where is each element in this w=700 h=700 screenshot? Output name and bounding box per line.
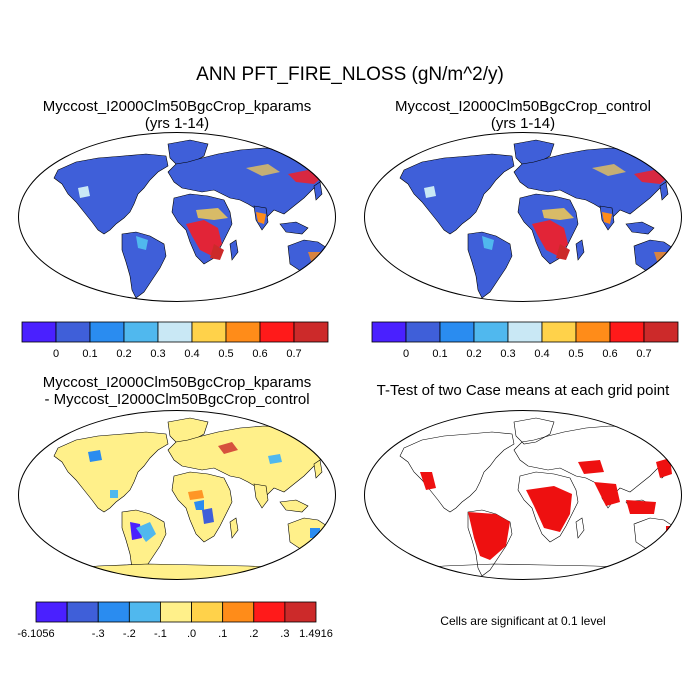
colorbar-swatch: [284, 601, 317, 623]
colorbar-swatch: [89, 321, 125, 343]
map-border: [364, 132, 682, 302]
colorbar-label: 0.4: [534, 348, 549, 360]
colorbar-swatch: [371, 321, 407, 343]
colorbar-label: .1: [218, 628, 227, 640]
antarctica-difference: [37, 563, 319, 580]
panel-title-line: (yrs 1-14): [144, 115, 210, 132]
map-kparams: [18, 132, 336, 302]
colorbar-end-label: 1.4916: [299, 628, 333, 640]
colorbar-label: 0.2: [116, 348, 131, 360]
ocean-area: [364, 410, 682, 580]
colorbar-label: 0: [403, 348, 409, 360]
significance-note: Cells are significant at 0.1 level: [440, 614, 606, 628]
colorbar-label: 0.6: [252, 348, 267, 360]
map-ttest: [364, 410, 682, 580]
colorbar-label: 0.3: [150, 348, 165, 360]
panel-title-difference: Myccost_I2000Clm50BgcCrop_kparams - Mycc…: [18, 374, 336, 408]
colorbar-swatch: [55, 321, 91, 343]
map-border: [18, 410, 336, 580]
colorbar-swatch: [259, 321, 295, 343]
colorbar-label: 0.6: [602, 348, 617, 360]
map-border: [364, 410, 682, 580]
colorbar-swatch: [439, 321, 475, 343]
colorbar-label: .0: [187, 628, 196, 640]
colorbar-swatch: [157, 321, 193, 343]
colorbar-label: 0.5: [568, 348, 583, 360]
colorbar-swatch: [97, 601, 130, 623]
colorbar-swatch: [123, 321, 159, 343]
panel-title-line: (yrs 1-14): [490, 115, 556, 132]
colorbar-label: 0: [53, 348, 59, 360]
figure-title: ANN PFT_FIRE_NLOSS (gN/m^2/y): [196, 64, 504, 85]
colorbar-label: 0.4: [184, 348, 199, 360]
colorbar-swatch: [293, 321, 329, 343]
colorbar-swatch: [191, 321, 227, 343]
colorbar-label: -.2: [123, 628, 136, 640]
colorbar-label: 0.5: [218, 348, 233, 360]
colorbar-label: 0.1: [432, 348, 447, 360]
panel-title-line: Myccost_I2000Clm50BgcCrop_kparams: [42, 98, 312, 115]
difference-anomalies: [88, 442, 320, 542]
colorbar-label: 0.3: [500, 348, 515, 360]
colorbar-difference: -6.1056 -.3 -.2 -.1 .0 .1 .2 .3 1.4916: [17, 601, 333, 640]
colorbar-label: 0.7: [286, 348, 301, 360]
colorbar-swatch: [609, 321, 645, 343]
map-control: [364, 132, 682, 302]
colorbar-swatch: [35, 601, 68, 623]
colorbar-swatch: [253, 601, 286, 623]
colorbar-swatch: [21, 321, 57, 343]
colorbar-label: 0.2: [466, 348, 481, 360]
colorbar-swatch: [473, 321, 509, 343]
colorbar-label: .3: [280, 628, 289, 640]
panel-title-line: Myccost_I2000Clm50BgcCrop_control: [395, 98, 651, 115]
colorbar-swatch: [222, 601, 255, 623]
colorbar-swatch: [225, 321, 261, 343]
colorbar-label: -.1: [154, 628, 167, 640]
colorbar-swatch: [643, 321, 679, 343]
colorbar-swatch: [575, 321, 611, 343]
panel-title-control: Myccost_I2000Clm50BgcCrop_control (yrs 1…: [364, 98, 682, 132]
colorbar-label: -.3: [92, 628, 105, 640]
colorbar-end-label: -6.1056: [17, 628, 54, 640]
colorbar-swatch: [66, 601, 99, 623]
panel-title-line: T-Test of two Case means at each grid po…: [376, 382, 670, 399]
colorbar-swatch: [541, 321, 577, 343]
colorbar-kparams: 0 0.1 0.2 0.3 0.4 0.5 0.6 0.7: [21, 321, 329, 360]
colorbar-label: 0.7: [636, 348, 651, 360]
panel-title-kparams: Myccost_I2000Clm50BgcCrop_kparams (yrs 1…: [18, 98, 336, 132]
panel-title-line: Myccost_I2000Clm50BgcCrop_kparams: [42, 374, 312, 391]
colorbar-swatch: [191, 601, 224, 623]
colorbar-control: 0 0.1 0.2 0.3 0.4 0.5 0.6 0.7: [371, 321, 679, 360]
colorbar-swatch: [160, 601, 192, 623]
panel-title-ttest: T-Test of two Case means at each grid po…: [364, 382, 682, 399]
map-border: [18, 132, 336, 302]
map-difference: [18, 410, 336, 580]
colorbar-swatch: [405, 321, 441, 343]
colorbar-swatch: [128, 601, 161, 623]
panel-title-line: - Myccost_I2000Clm50BgcCrop_control: [44, 391, 310, 408]
colorbar-swatch: [507, 321, 543, 343]
colorbar-label: 0.1: [82, 348, 97, 360]
colorbar-label: .2: [249, 628, 258, 640]
